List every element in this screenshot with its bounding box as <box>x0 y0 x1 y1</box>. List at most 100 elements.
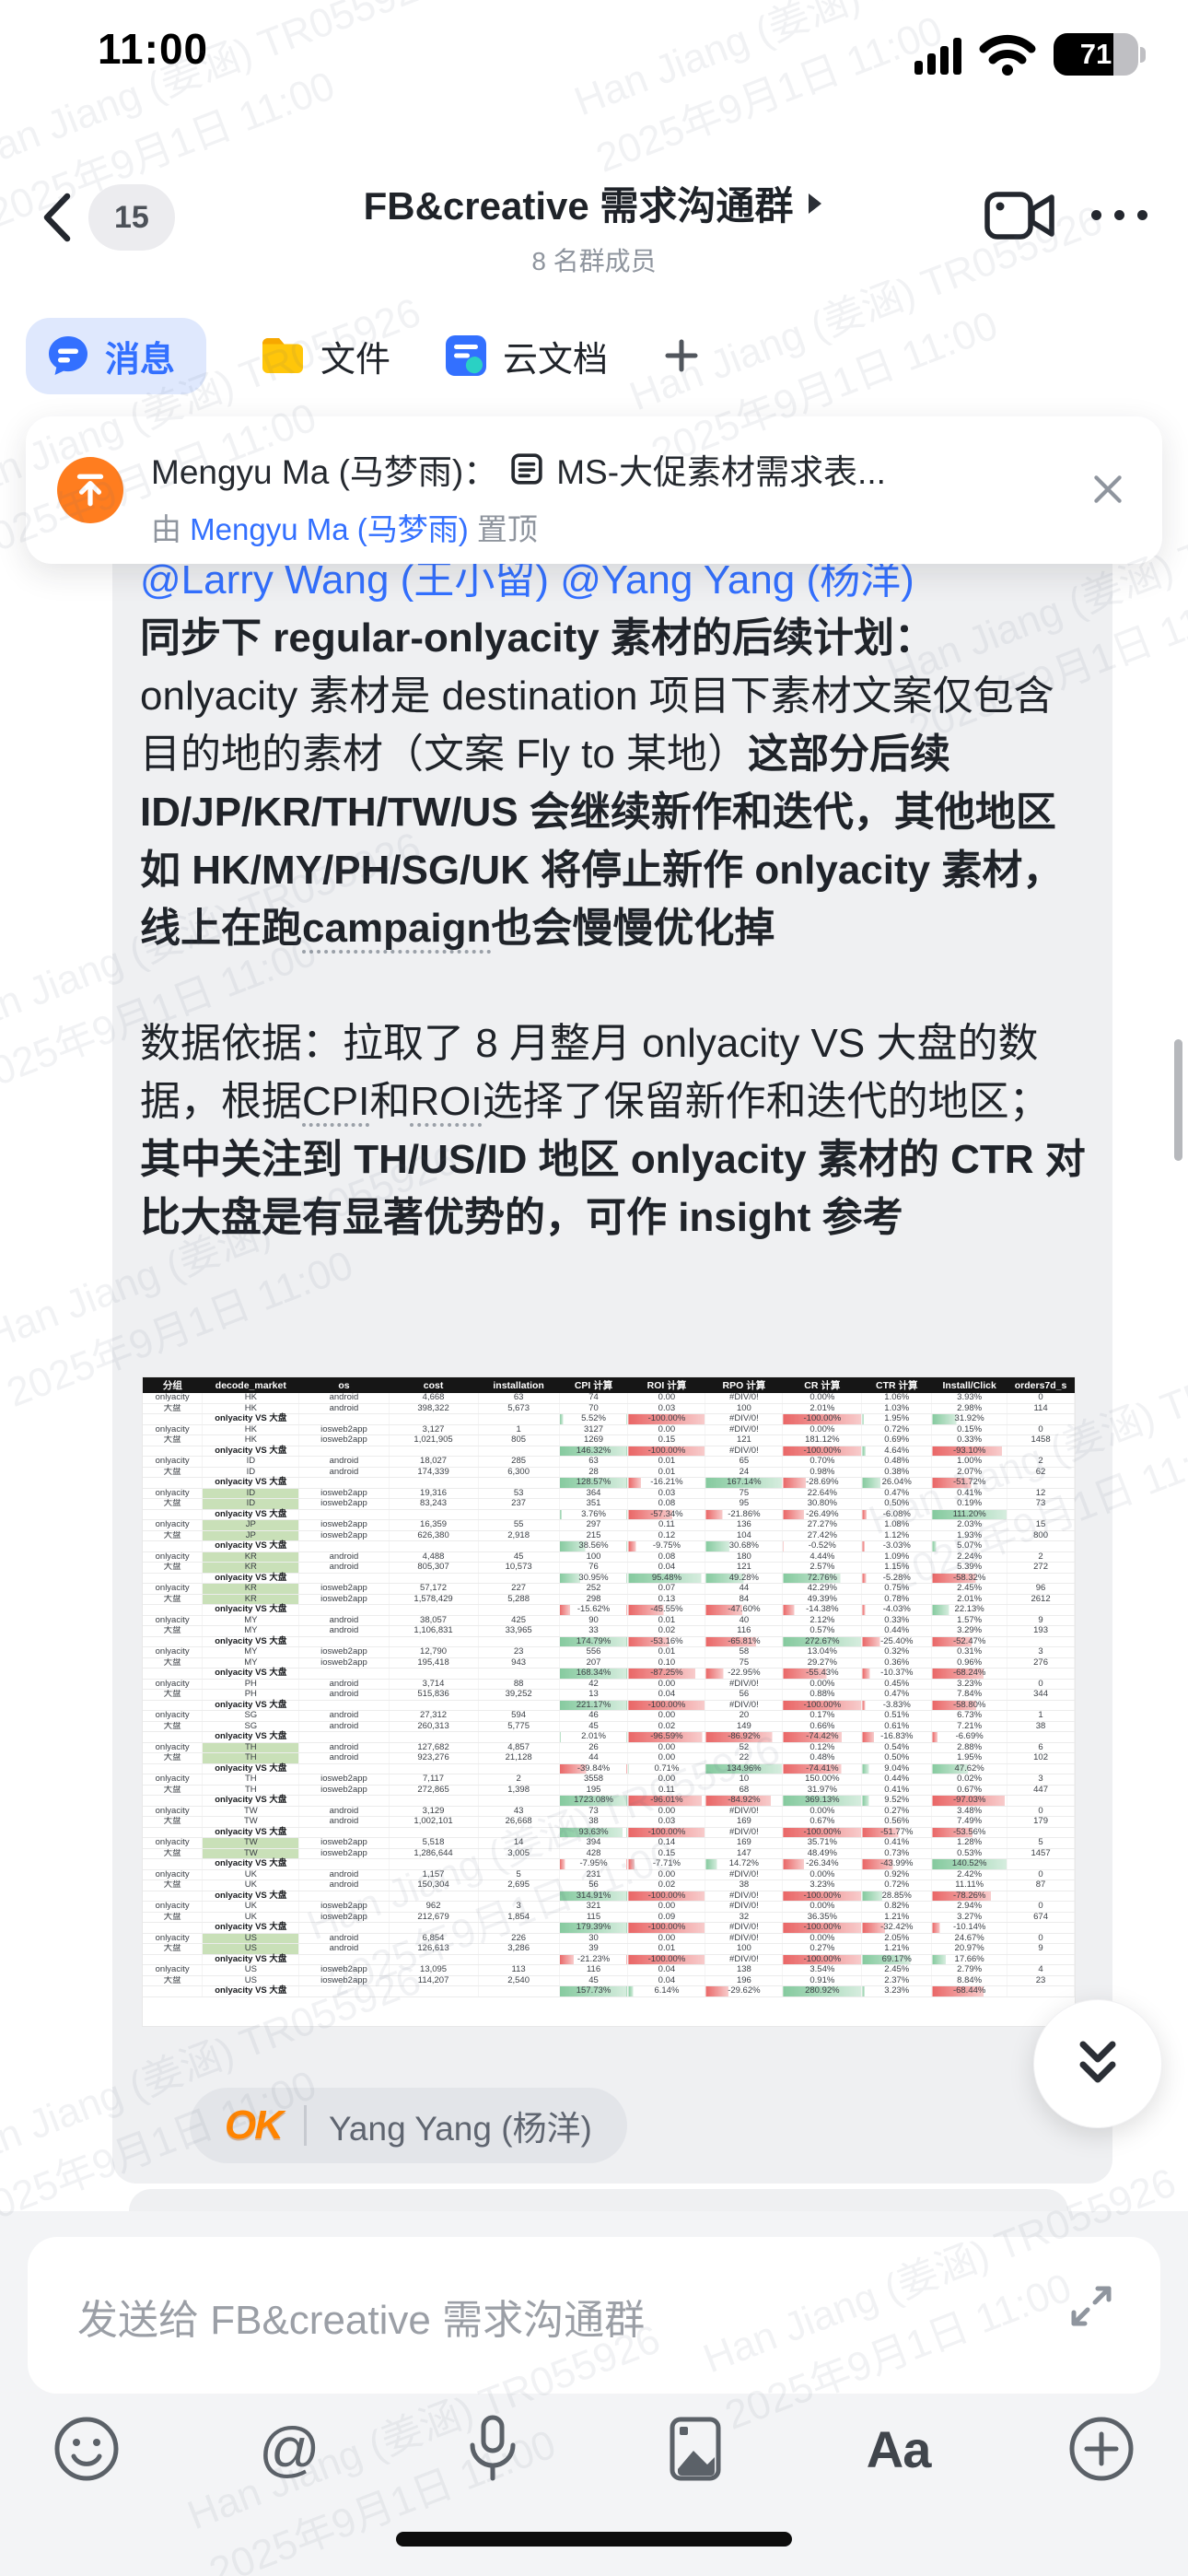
composer-toolbar: @ Aa <box>0 2410 1188 2488</box>
reaction-chip[interactable]: OK Yang Yang (杨洋) <box>190 2088 627 2163</box>
unread-count-badge: 15 <box>88 184 175 251</box>
table-row: onlyacity TH android 127,682 4,857 26 0.00 52 0.… <box>143 1742 1075 1753</box>
table-header-cell: 分组 <box>143 1377 203 1393</box>
photo-icon <box>670 2417 721 2481</box>
scrollbar-thumb[interactable] <box>1174 1039 1182 1161</box>
table-row: onlyacity KR android 4,488 45 100 0.08 180 4.44%… <box>143 1551 1075 1563</box>
table-row: onlyacity TW android 3,129 43 73 0.00 #DIV/0! 0.… <box>143 1806 1075 1817</box>
tab-messages[interactable]: 消息 <box>26 317 207 394</box>
cloud-doc-icon <box>446 335 487 376</box>
home-indicator <box>396 2532 792 2547</box>
tab-files[interactable]: 文件 <box>260 331 390 381</box>
mention-button[interactable]: @ <box>250 2410 328 2488</box>
table-row: 大盘 UK android 150,304 2,695 56 0.02 38 3.23% 0.72… <box>143 1879 1075 1891</box>
folder-icon <box>262 338 304 373</box>
table-header-cell: installation <box>478 1377 560 1393</box>
table-row: onlyacity TW iosweb2app 5,518 14 394 0.14 169 35… <box>143 1837 1075 1849</box>
table-row: 大盘 SG android 260,313 5,775 45 0.02 149 0.66% 0.6… <box>143 1721 1075 1732</box>
table-row: 大盘 HK iosweb2app 1,021,905 805 1269 0.15 121 181… <box>143 1434 1075 1446</box>
table-header-cell: os <box>298 1377 390 1393</box>
table-row: 大盘 TH iosweb2app 272,865 1,398 195 0.11 68 31.97… <box>143 1785 1075 1796</box>
table-header-row: 分组 decode_market os cost installation CPI 计算 R… <box>143 1377 1075 1393</box>
spreadsheet-image[interactable]: 分组 decode_market os cost installation CPI 计算 R… <box>142 1376 1076 2027</box>
emoji-button[interactable] <box>48 2410 125 2488</box>
table-row: 大盘 KR iosweb2app 1,578,429 5,288 298 0.13 84 49.… <box>143 1594 1075 1605</box>
table-row-vs: onlyacity VS 大盘 157.73% 6.14% -29.62% 280.92… <box>143 1985 1075 1997</box>
battery-fill <box>1054 33 1114 76</box>
more-button[interactable] <box>1091 210 1147 220</box>
pinned-close-button[interactable] <box>1089 470 1127 513</box>
table-header-cell: CTR 计算 <box>861 1377 932 1393</box>
table-row-vs: onlyacity VS 大盘 128.57% -16.21% 167.14% -28.… <box>143 1477 1075 1489</box>
tab-label: 消息 <box>105 340 176 380</box>
table-header-cell: CPI 计算 <box>559 1377 628 1393</box>
scroll-to-bottom-button[interactable] <box>1033 1999 1162 2128</box>
video-call-button[interactable] <box>984 188 1057 248</box>
table-row: 大盘 UK iosweb2app 212,679 1,854 115 0.09 32 36.35… <box>143 1912 1075 1923</box>
add-tab-button[interactable] <box>661 335 702 376</box>
table-header-cell: orders7d_s <box>1007 1377 1075 1393</box>
table-row-vs: onlyacity VS 大盘 5.52% -100.00% #DIV/0! -100.… <box>143 1413 1075 1425</box>
table-row-vs: onlyacity VS 大盘 221.17% -100.00% #DIV/0! -10… <box>143 1700 1075 1711</box>
paragraph: 同步下 regular-onlyacity 素材的后续计划： onlyacity … <box>140 615 1064 951</box>
message-text: @Larry Wang (王小留) @Yang Yang (杨洋) 同步下 re… <box>140 551 1087 1247</box>
table-row: 大盘 ID iosweb2app 83,243 237 351 0.08 95 30.80% 0.… <box>143 1498 1075 1510</box>
table-header-cell: RPO 计算 <box>705 1377 783 1393</box>
table-row: onlyacity ID iosweb2app 19,316 53 364 0.03 75 22… <box>143 1488 1075 1499</box>
status-time: 11:00 <box>98 25 209 73</box>
back-button[interactable]: 15 <box>37 184 175 251</box>
plus-circle-icon <box>1069 2417 1134 2481</box>
table-header-cell: ROI 计算 <box>627 1377 705 1393</box>
smiley-icon <box>54 2417 119 2481</box>
table-row-vs: onlyacity VS 大盘 168.34% -87.25% -22.95% -55.… <box>143 1668 1075 1680</box>
table-row: 大盘 HK android 398,322 5,673 70 0.03 100 2.01% 1.0… <box>143 1403 1075 1414</box>
battery-icon: 71 <box>1054 33 1146 76</box>
table-row-vs: onlyacity VS 大盘 314.91% -100.00% #DIV/0! -10… <box>143 1891 1075 1902</box>
add-attachment-button[interactable] <box>1063 2410 1140 2488</box>
voice-button[interactable] <box>454 2410 531 2488</box>
wifi-icon <box>979 34 1036 76</box>
chat-title[interactable]: FB&creative 需求沟通群 <box>184 175 1004 231</box>
tab-label: 文件 <box>320 340 391 380</box>
table-row: 大盘 TW iosweb2app 1,286,644 3,005 428 0.15 147 48… <box>143 1848 1075 1859</box>
tab-cloud-docs[interactable]: 云文档 <box>444 331 608 381</box>
chip-divider <box>304 2105 307 2146</box>
table-row: 大盘 TH android 923,276 21,128 44 0.00 22 0.48% 0.5… <box>143 1752 1075 1764</box>
table-header-cell: CR 计算 <box>782 1377 862 1393</box>
ok-emoji: OK <box>225 2102 284 2148</box>
message-bubble[interactable]: @Larry Wang (王小留) @Yang Yang (杨洋) 同步下 re… <box>112 512 1112 2184</box>
message-input[interactable]: 发送给 FB&creative 需求沟通群 <box>28 2237 1160 2394</box>
table-row: onlyacity US iosweb2app 13,095 113 116 0.04 138… <box>143 1964 1075 1976</box>
expand-input-button[interactable] <box>1063 2277 1120 2339</box>
table-row-vs: onlyacity VS 大盘 -39.84% 0.71% 134.96% -74.41… <box>143 1763 1075 1774</box>
table-header-cell: Install/Click <box>931 1377 1007 1393</box>
table-row-vs: onlyacity VS 大盘 -7.95% -7.71% 14.72% -26.34%… <box>143 1858 1075 1870</box>
pinned-by-line: 由 Mengyu Ma (马梦雨) 置顶 <box>151 512 538 546</box>
battery-percent: 71 <box>1079 38 1112 70</box>
pinned-doc-title: MS-大促素材需求表... <box>556 453 886 491</box>
pinned-message-banner[interactable]: Mengyu Ma (马梦雨)： MS-大促素材需求表... 由 Mengyu … <box>26 416 1162 564</box>
microphone-icon <box>470 2415 516 2481</box>
ellipsis-icon <box>1091 210 1101 220</box>
text-format-button[interactable]: Aa <box>860 2410 938 2488</box>
member-count: 8 名群成员 <box>531 247 657 275</box>
table-row: onlyacity UK iosweb2app 962 3 321 0.00 #DIV/0! 0… <box>143 1901 1075 1913</box>
table-row: onlyacity KR iosweb2app 57,172 227 252 0.07 44 4… <box>143 1583 1075 1595</box>
table-row: 大盘 PH android 515,836 39,252 13 0.04 56 0.88% 0.4… <box>143 1689 1075 1701</box>
table-row: onlyacity US android 6,854 226 30 0.00 #DIV/0! 0… <box>143 1933 1075 1944</box>
table-row-vs: onlyacity VS 大盘 179.39% -100.00% #DIV/0! -10… <box>143 1922 1075 1934</box>
table-row: 大盘 US android 126,613 3,286 39 0.01 100 0.27% 1.2… <box>143 1943 1075 1955</box>
table-row: 大盘 TW android 1,002,101 26,668 38 0.03 169 0.67%… <box>143 1816 1075 1828</box>
table-row: onlyacity JP iosweb2app 16,359 55 297 0.11 136 2… <box>143 1519 1075 1531</box>
table-header-cell: cost <box>389 1377 479 1393</box>
mention-links[interactable]: @Larry Wang (王小留) @Yang Yang (杨洋) <box>140 557 914 603</box>
pinned-by-link[interactable]: Mengyu Ma (马梦雨) <box>190 512 469 546</box>
table-row: onlyacity TH iosweb2app 7,117 2 3558 0.00 10 150… <box>143 1774 1075 1786</box>
chevron-left-icon <box>43 193 71 242</box>
image-button[interactable] <box>657 2410 734 2488</box>
at-icon: @ <box>258 2415 320 2483</box>
chat-tabs: 消息 文件 云文档 <box>26 304 702 407</box>
tab-label: 云文档 <box>503 340 609 380</box>
spreadsheet-table: 分组 decode_market os cost installation CPI 计算 R… <box>143 1377 1075 1997</box>
